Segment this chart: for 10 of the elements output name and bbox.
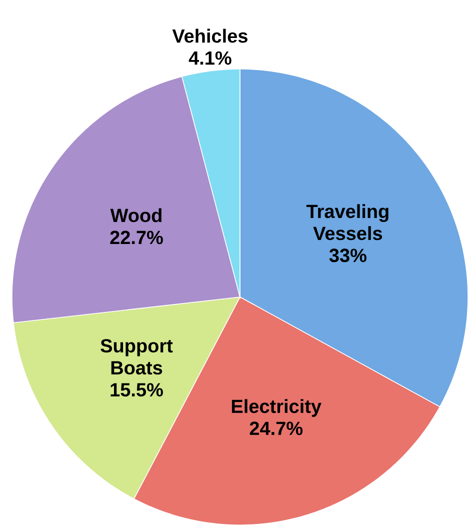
slice-label: Vehicles — [172, 28, 248, 43]
slice-label: Traveling Vessels — [306, 204, 388, 240]
slice-label: Support Boats — [100, 339, 173, 375]
data-label: 4.1% — [188, 51, 232, 65]
data-label: 22.7% — [110, 230, 163, 244]
slice-label: Electricity — [232, 399, 322, 417]
data-label: 15.5% — [110, 383, 163, 397]
data-label: 24.7% — [250, 422, 303, 436]
data-label: 33% — [329, 248, 366, 262]
slice-label: Wood — [110, 208, 162, 222]
